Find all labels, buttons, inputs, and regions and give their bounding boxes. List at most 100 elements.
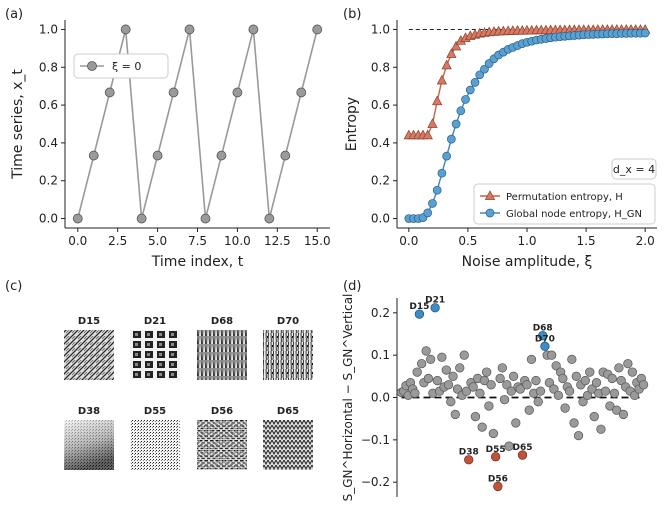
d-point: [582, 390, 593, 401]
d-point: [511, 418, 521, 428]
d-point: [484, 401, 494, 411]
d-point: [533, 397, 543, 407]
b-gn-point: [451, 119, 461, 129]
d-point: [609, 388, 620, 398]
d-point: [446, 397, 456, 407]
d-point: [450, 409, 460, 420]
d-point: [558, 373, 568, 384]
b-gn-point: [428, 199, 437, 208]
d-point-highlight-red: [490, 452, 501, 462]
a-point: [248, 24, 259, 35]
a-point: [168, 87, 179, 98]
b-legend-perm-marker: [484, 190, 496, 200]
b-perm-point: [446, 48, 457, 58]
d-point: [629, 390, 640, 401]
d-point: [589, 411, 599, 422]
d-point-label: D65: [513, 443, 533, 453]
d-point-highlight-blue: [430, 303, 440, 313]
d-point: [585, 367, 595, 377]
c-texture-image: [64, 330, 114, 380]
a-point: [200, 213, 211, 224]
d-point: [526, 354, 537, 365]
c-texture-image: [263, 420, 313, 470]
d-point-label: D68: [533, 324, 553, 334]
b-gn-point: [447, 134, 456, 144]
b-gn-point: [442, 151, 451, 161]
a-y-tick-label: 0.0: [39, 212, 58, 226]
b-perm-point: [431, 95, 443, 106]
b-legend: Permutation entropy, H Global node entrop…: [473, 183, 656, 225]
d-point: [421, 346, 431, 356]
b-y-tick-label: 0.4: [371, 136, 390, 150]
d-point: [591, 378, 602, 388]
b-legend-box: [473, 183, 656, 225]
b-x-label: Noise amplitude, ξ: [462, 254, 593, 270]
a-legend-box: [73, 53, 169, 79]
d-point-highlight-blue: [540, 341, 550, 351]
d-point: [443, 380, 454, 390]
a-point: [104, 87, 115, 98]
b-perm-point: [441, 59, 452, 70]
d-point: [535, 386, 546, 396]
d-point: [567, 354, 577, 365]
d-point: [627, 367, 637, 377]
d-point: [495, 373, 505, 384]
d-point: [437, 352, 447, 362]
d-point: [623, 358, 633, 369]
a-x-tick-label: 12.5: [264, 234, 291, 248]
a-point: [88, 150, 99, 161]
a-point: [264, 213, 275, 224]
d-point: [616, 375, 626, 386]
d-point-label: D21: [425, 296, 445, 306]
b-y-tick-label: 0.8: [371, 60, 390, 74]
panel-d-chart: −0.2 −0.1 0.0 0.1 0.2 S_GN^Horizontal − S_GN^…: [341, 294, 649, 501]
d-point: [564, 386, 575, 396]
b-legend-gn-label: Global node entropy, H_GN: [506, 209, 642, 220]
c-texture-overlay: [197, 420, 247, 470]
d-point: [524, 405, 534, 415]
c-texture-image: [130, 420, 180, 470]
d-point: [506, 386, 516, 396]
d-point: [441, 365, 451, 375]
d-point-label: D55: [486, 445, 506, 455]
d-point: [488, 428, 499, 439]
a-x-tick-label: 0.0: [68, 234, 87, 248]
a-y-tick-label: 0.2: [39, 174, 58, 188]
d-point: [600, 386, 611, 396]
d-point: [468, 382, 478, 392]
b-perm-point: [427, 118, 438, 128]
panel-label-d: (d): [343, 279, 361, 294]
d-y-tick-label: 0.1: [371, 348, 390, 362]
c-texture-image: [130, 330, 180, 380]
b-perm-point: [422, 129, 433, 140]
d-point: [423, 373, 434, 384]
d-point: [560, 403, 570, 413]
b-y-tick-label: 1.0: [371, 22, 390, 36]
d-point: [502, 380, 512, 390]
d-point: [522, 380, 532, 390]
c-texture-image: [197, 330, 247, 380]
c-texture-label: D21: [144, 316, 166, 327]
b-annotation-box: [611, 158, 657, 180]
a-legend: ξ = 0: [73, 53, 169, 79]
d-point: [412, 367, 422, 377]
d-y-tick-label: −0.2: [361, 475, 390, 489]
a-x-tick-label: 2.5: [108, 234, 127, 248]
a-y-tick-label: 0.6: [39, 98, 58, 112]
d-point: [482, 367, 492, 377]
c-texture-label: D38: [78, 406, 100, 417]
b-gn-point: [640, 28, 650, 38]
b-gn-point: [432, 185, 442, 195]
b-y-label: Entropy: [344, 97, 360, 151]
d-point: [508, 371, 519, 381]
d-point: [479, 375, 490, 386]
d-y-tick-label: 0.2: [371, 306, 390, 320]
b-annotation: d_x = 4: [613, 163, 655, 176]
d-point: [470, 411, 481, 422]
b-gn-point: [461, 95, 470, 104]
b-legend-gn-marker: [485, 208, 495, 218]
d-point-highlight-red: [517, 450, 528, 460]
d-y-tick-label: 0.0: [371, 391, 390, 405]
c-texture-label: D55: [144, 406, 166, 417]
panel-label-a: (a): [5, 7, 23, 22]
